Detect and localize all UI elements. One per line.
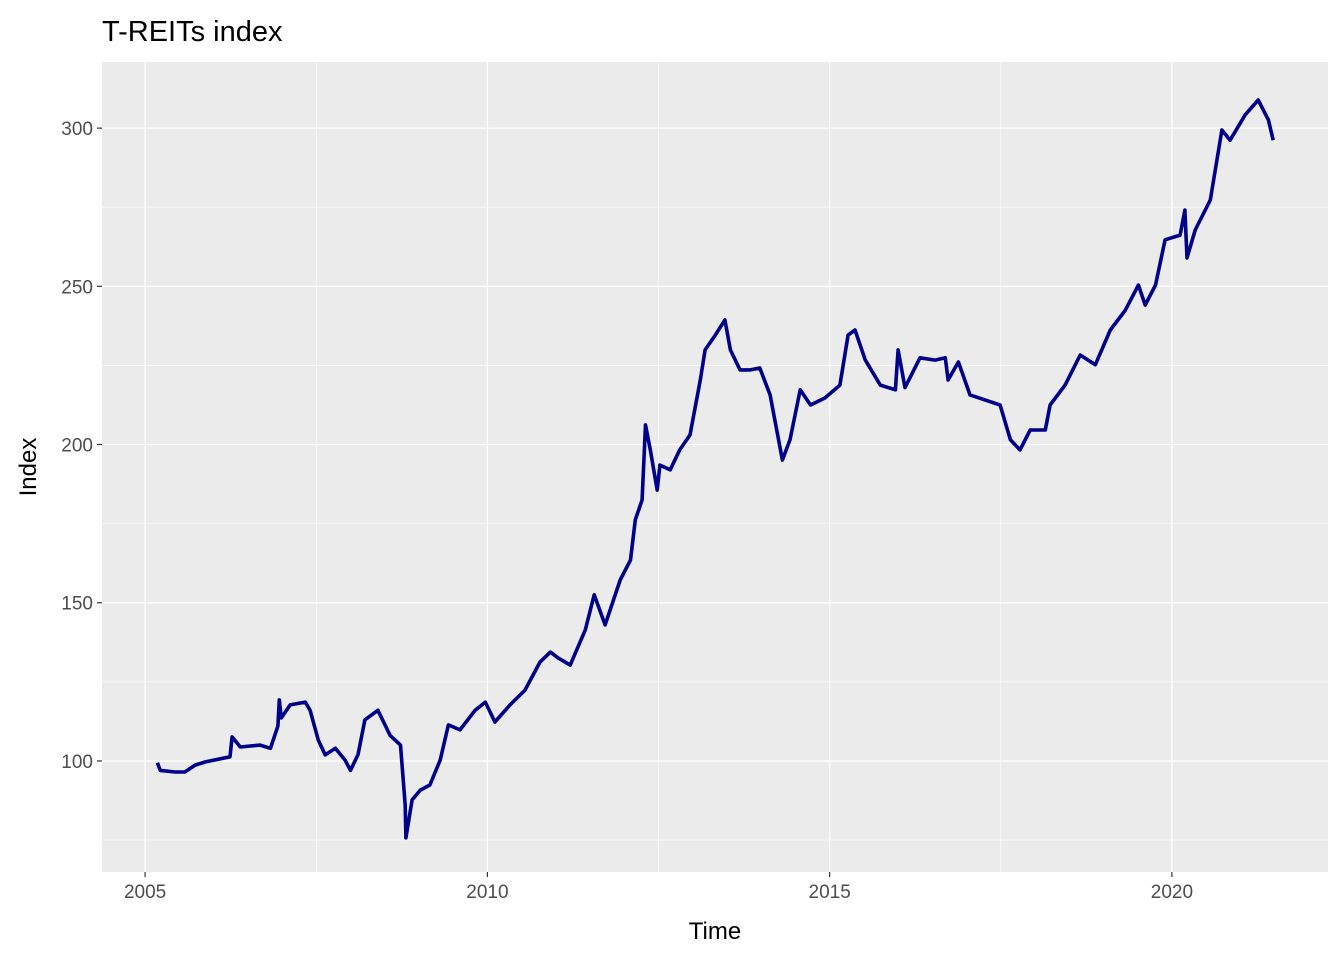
y-tick-label: 100 <box>61 752 93 773</box>
gridlines <box>102 62 1328 872</box>
x-axis-title: Time <box>689 918 741 945</box>
plot-panel <box>102 62 1328 872</box>
x-tick-label: 2020 <box>1151 882 1193 903</box>
x-tick-label: 2010 <box>466 882 508 903</box>
y-tick-label: 300 <box>61 119 93 140</box>
series-line <box>155 98 1275 840</box>
y-axis: 100 150 200 250 300 <box>61 119 102 773</box>
y-axis-title: Index <box>15 438 42 497</box>
y-tick-label: 200 <box>61 436 93 457</box>
x-axis: 2005 2010 2015 2020 <box>124 872 1193 903</box>
x-tick-label: 2015 <box>809 882 851 903</box>
y-tick-label: 250 <box>61 277 93 298</box>
x-tick-label: 2005 <box>124 882 166 903</box>
chart-title: T-REITs index <box>102 16 283 48</box>
y-tick-label: 150 <box>61 594 93 615</box>
